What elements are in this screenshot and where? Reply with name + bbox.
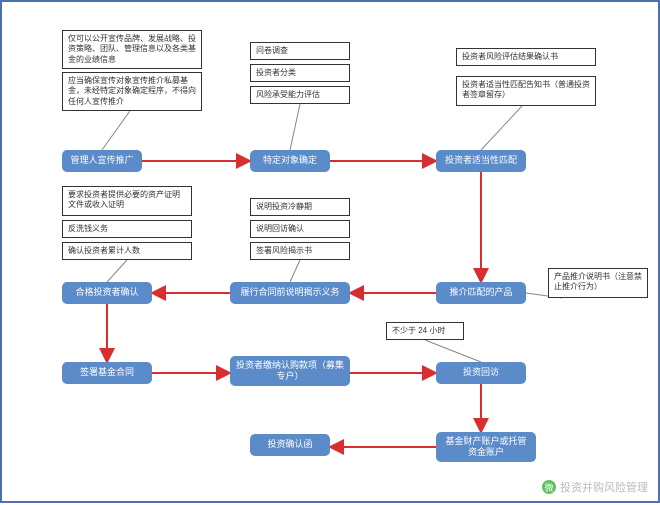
node-n4: 推介匹配的产品 (436, 282, 526, 304)
node-n1: 管理人宣传推广 (62, 150, 142, 172)
note-c2: 投资者适当性匹配告知书（普通投资者签章留存） (456, 76, 596, 106)
note-b3: 风险承受能力评估 (250, 86, 350, 104)
footer-credit: 微 投资并购风险管理 (542, 479, 648, 495)
note-a2: 应当确保宣传对象宣传推介私募基金，未经特定对象确定程序，不得向任何人宣传推介 (62, 72, 202, 111)
node-n5: 履行合同前说明揭示义务 (230, 282, 350, 304)
footer-text: 投资并购风险管理 (560, 479, 648, 495)
note-e2: 说明回访确认 (250, 220, 350, 238)
note-d2: 反洗钱义务 (62, 220, 192, 238)
note-e3: 签署风险揭示书 (250, 242, 350, 260)
note-d3: 确认投资者累计人数 (62, 242, 192, 260)
node-n6: 合格投资者确认 (62, 282, 152, 304)
note-c1: 投资者风险评估结果确认书 (456, 48, 596, 66)
node-n9: 投资回访 (436, 362, 526, 384)
note-link (102, 108, 132, 150)
note-link (290, 260, 300, 282)
note-g1: 不少于 24 小时 (386, 322, 464, 340)
flowchart-canvas: 管理人宣传推广 特定对象确定 投资者适当性匹配推介匹配的产品 履行合同前说明揭示义务 合… (0, 0, 660, 503)
note-link (425, 340, 481, 362)
note-b2: 投资者分类 (250, 64, 350, 82)
node-n2: 特定对象确定 (250, 150, 330, 172)
node-n8: 投资者缴纳认购款项（募集专户） (230, 356, 350, 386)
note-f1: 产品推介说明书（注意禁止推介行为） (548, 268, 648, 298)
node-n10: 基金财产账户或托管资金账户 (436, 432, 536, 462)
note-d1: 要求投资者提供必要的资产证明文件或收入证明 (62, 186, 192, 216)
note-b1: 问卷调查 (250, 42, 350, 60)
note-link (290, 104, 300, 150)
note-a1: 仅可以公开宣传品牌、发展战略、投资策略、团队、管理信息以及各类基金的业绩信息 (62, 30, 202, 69)
note-e1: 说明投资冷静期 (250, 198, 350, 216)
node-n7: 签署基金合同 (62, 362, 152, 384)
note-link (107, 260, 127, 282)
node-n3: 投资者适当性匹配 (436, 150, 526, 172)
note-link (481, 106, 522, 150)
wechat-icon: 微 (542, 480, 556, 494)
node-n11: 投资确认函 (250, 434, 330, 456)
